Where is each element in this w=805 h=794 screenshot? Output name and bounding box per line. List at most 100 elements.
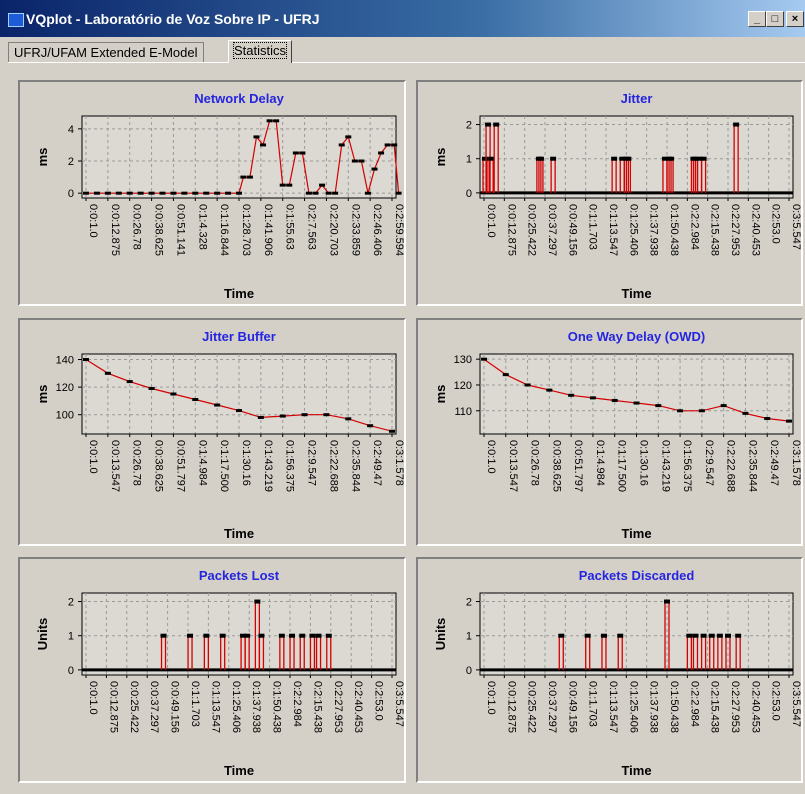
minimize-button[interactable]: _ — [748, 11, 766, 27]
x-tick-label: 0:1:4.328 — [196, 204, 208, 250]
x-tick-label: 0:3:1.578 — [790, 440, 801, 486]
data-point — [378, 151, 385, 155]
tab-extended-e-model[interactable]: UFRJ/UFAM Extended E-Model — [8, 42, 204, 63]
chart-4-svg: One Way Delay (OWD) ms 0:0:1.0 0:0:13.547 0:… — [433, 329, 801, 541]
data-point — [668, 156, 675, 161]
data-point — [83, 358, 89, 362]
y-axis-label: ms — [35, 148, 50, 167]
data-point — [160, 633, 167, 638]
y-tick-label: 2 — [68, 597, 74, 609]
x-tick-label: 0:0:12.875 — [107, 681, 119, 733]
data-point — [611, 156, 618, 161]
x-tick-label: 0:2:2.984 — [688, 204, 700, 250]
data-point — [716, 633, 723, 638]
x-tick-label: 0:3:5.547 — [790, 681, 801, 727]
data-point — [312, 191, 319, 195]
title-bar: VQplot - Laboratório de Voz Sobre IP - U… — [0, 0, 805, 37]
data-point — [286, 183, 293, 187]
data-point — [159, 191, 166, 195]
chart-1-svg: Network Delay ms 0:0:1.0 0:0:12.875 0:0:26.7… — [35, 91, 404, 301]
data-point — [246, 175, 253, 179]
data-point — [351, 159, 358, 163]
data-point — [279, 183, 286, 187]
chart-2-svg: Jitter ms 0:0:1.0 0:0:12.875 0:0:25.422 0:0:3… — [433, 91, 801, 301]
data-point — [661, 156, 668, 161]
x-tick-label: 0:1:13.547 — [607, 681, 619, 733]
x-tick-label: 0:2:35.844 — [746, 440, 758, 492]
x-tick-label: 0:1:37.938 — [648, 681, 660, 733]
data-point — [367, 424, 374, 428]
tab-statistics[interactable]: Statistics — [228, 40, 293, 63]
chart-title: Jitter — [621, 91, 653, 106]
y-tick-label: 0 — [68, 665, 74, 677]
data-point — [524, 383, 531, 387]
close-button[interactable]: × — [786, 11, 804, 27]
window-title: VQplot - Laboratório de Voz Sobre IP - U… — [26, 11, 320, 27]
x-tick-label: 0:0:12.875 — [109, 204, 121, 256]
x-tick-label: 0:1:13.547 — [607, 204, 619, 256]
data-point — [236, 191, 242, 195]
data-point — [214, 403, 221, 407]
data-point — [488, 156, 495, 161]
data-point — [655, 404, 662, 408]
x-tick-label: 0:2:53.0 — [770, 681, 782, 721]
x-tick-label: 0:0:25.422 — [526, 204, 538, 256]
data-point — [696, 156, 703, 161]
data-point — [225, 191, 232, 195]
x-tick-label: 0:1:41.906 — [262, 204, 274, 256]
app-icon — [8, 13, 24, 27]
x-tick-label: 0:0:38.625 — [153, 204, 165, 256]
data-point — [181, 191, 188, 195]
chart-panel-4: One Way Delay (OWD) ms 0:0:1.0 0:0:13.547 0:… — [416, 318, 803, 546]
data-point — [279, 414, 286, 418]
data-point — [148, 191, 155, 195]
y-tick-label: 120 — [56, 382, 74, 394]
data-point — [786, 419, 792, 423]
x-tick-label: 0:1:1.703 — [189, 681, 201, 727]
x-tick-label: 0:3:5.547 — [393, 681, 404, 727]
y-tick-label: 140 — [56, 355, 74, 367]
data-point — [345, 417, 352, 421]
x-tick-label: 0:1:50.438 — [271, 681, 283, 733]
chart-title: One Way Delay (OWD) — [568, 329, 705, 344]
y-axis-label: ms — [35, 385, 50, 404]
x-tick-label: 0:2:22.688 — [327, 440, 339, 492]
y-axis-label: ms — [433, 385, 448, 404]
data-point — [537, 156, 544, 161]
x-axis-label: Time — [224, 286, 254, 301]
x-tick-label: 0:2:53.0 — [770, 204, 782, 244]
data-point — [482, 156, 489, 161]
data-point — [240, 175, 247, 179]
x-axis-label: Time — [224, 763, 254, 778]
data-point — [203, 191, 210, 195]
data-point — [391, 143, 398, 147]
chart-panel-6: Packets Discarded Units 0:0:1.0 0:0:12.875 0… — [416, 557, 803, 783]
data-point — [720, 404, 727, 408]
x-tick-label: 0:1:4.984 — [196, 440, 208, 486]
x-tick-label: 0:2:59.594 — [393, 204, 404, 256]
data-point — [725, 633, 731, 638]
x-axis-label: Time — [224, 526, 254, 541]
x-tick-label: 0:0:25.422 — [128, 681, 140, 733]
x-tick-label: 0:2:15.438 — [311, 681, 323, 733]
x-tick-label: 0:1:13.547 — [209, 681, 221, 733]
data-point — [485, 122, 492, 127]
data-point — [93, 191, 100, 195]
x-tick-label: 0:2:2.984 — [688, 681, 700, 727]
y-tick-label: 1 — [68, 631, 74, 643]
x-tick-label: 0:2:22.688 — [725, 440, 737, 492]
data-point — [115, 191, 122, 195]
x-tick-label: 0:1:16.844 — [218, 204, 230, 256]
x-tick-label: 0:1:37.938 — [250, 681, 262, 733]
y-axis-label: Units — [433, 618, 448, 651]
x-tick-label: 0:0:26.78 — [131, 204, 143, 250]
data-point — [481, 357, 487, 361]
y-axis-label: ms — [433, 148, 448, 167]
maximize-button[interactable]: □ — [766, 11, 784, 27]
x-tick-label: 0:0:38.625 — [153, 440, 165, 492]
x-tick-label: 0:2:2.984 — [291, 681, 303, 727]
data-point — [266, 119, 273, 123]
y-tick-label: 130 — [454, 354, 472, 366]
x-tick-label: 0:2:46.406 — [371, 204, 383, 256]
data-point — [338, 143, 345, 147]
